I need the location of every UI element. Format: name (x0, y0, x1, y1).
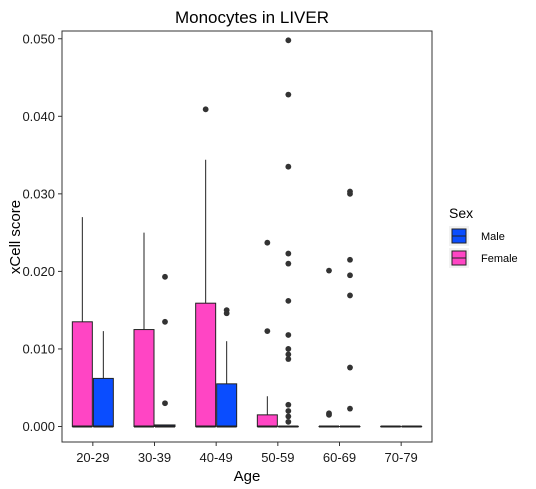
box-female-50-59 (256, 239, 278, 428)
y-tick-label: 0.050 (22, 31, 55, 46)
y-axis: 0.000 0.010 0.020 0.030 0.040 0.050 (22, 31, 62, 434)
outlier-point (326, 267, 332, 274)
x-tick-label: 60-69 (323, 450, 356, 465)
outlier-point (264, 239, 271, 246)
box-male-30-39 (154, 273, 176, 428)
outlier-point (285, 356, 292, 362)
outlier-point (162, 318, 168, 325)
outlier-point (285, 418, 292, 425)
legend-label-female: Female (481, 253, 518, 265)
outlier-point (347, 272, 353, 279)
outlier-point (285, 401, 292, 408)
outlier-point (347, 364, 353, 371)
boxes-layer (71, 37, 423, 428)
outlier-point (264, 328, 271, 335)
outlier-point (285, 351, 292, 358)
y-tick-label: 0.040 (22, 109, 55, 124)
x-tick-label: 30-39 (138, 450, 171, 465)
plot-panel (61, 30, 433, 443)
x-tick-label: 20-29 (76, 450, 109, 465)
box-body (92, 377, 114, 427)
box-female-60-69 (318, 267, 340, 428)
chart-title: Monocytes in LIVER (175, 8, 329, 27)
box-male-60-69 (339, 188, 361, 428)
outlier-point (285, 260, 292, 267)
outlier-point (162, 273, 168, 280)
box-female-20-29 (71, 217, 93, 428)
outlier-point (326, 411, 332, 418)
box-male-50-59 (277, 37, 299, 428)
outlier-point (285, 413, 292, 420)
outlier-point (347, 405, 353, 412)
outlier-point (162, 400, 168, 407)
outlier-point (285, 250, 292, 257)
box-female-30-39 (133, 232, 155, 428)
box-body (133, 329, 155, 427)
box-female-40-49 (195, 106, 217, 428)
x-axis-title: Age (234, 468, 261, 485)
outlier-point (285, 408, 292, 414)
outlier-point (347, 190, 353, 197)
x-tick-label: 40-49 (200, 450, 233, 465)
box-body (71, 321, 93, 427)
outlier-point (285, 332, 292, 338)
outlier-point (285, 163, 292, 170)
outlier-point (202, 106, 209, 113)
legend-label-male: Male (481, 231, 505, 243)
box-body (256, 414, 278, 427)
outlier-point (223, 310, 230, 317)
y-tick-label: 0.020 (22, 264, 55, 279)
outlier-point (347, 292, 353, 299)
outlier-point (285, 346, 292, 352)
x-tick-label: 50-59 (261, 450, 294, 465)
outlier-point (347, 256, 353, 263)
x-axis: 20-29 30-39 40-49 50-59 60-69 70-79 (76, 442, 418, 465)
outlier-point (285, 37, 292, 44)
y-tick-label: 0.010 (22, 341, 55, 356)
box-male-40-49 (216, 307, 238, 428)
box-male-20-29 (92, 331, 114, 428)
outlier-point (285, 91, 292, 98)
x-tick-label: 70-79 (385, 450, 418, 465)
y-tick-label: 0.030 (22, 186, 55, 201)
y-axis-title: xCell score (7, 200, 24, 274)
box-body (195, 302, 217, 427)
outlier-point (285, 297, 292, 304)
box-body (216, 383, 238, 427)
legend-title: Sex (449, 205, 473, 221)
y-tick-label: 0.000 (22, 419, 55, 434)
legend: Sex Male Female (449, 205, 518, 268)
